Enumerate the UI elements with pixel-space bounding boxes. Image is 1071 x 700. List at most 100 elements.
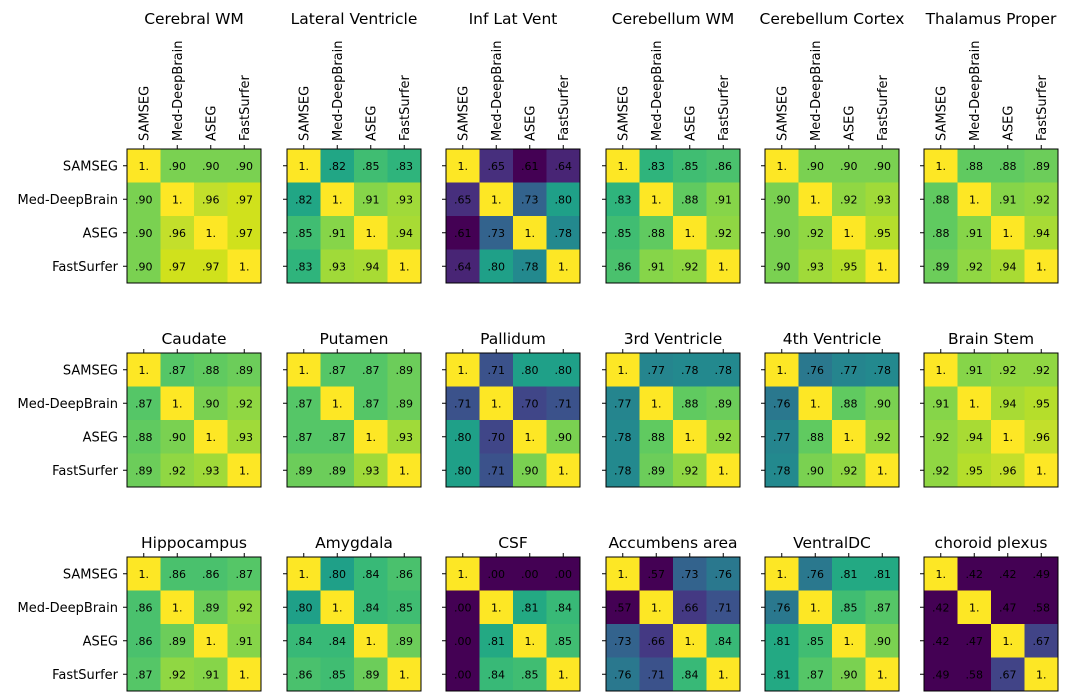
cell-value-label: 1. <box>936 364 947 377</box>
cell-value-label: 1. <box>810 397 821 410</box>
heatmap-cell <box>606 453 640 488</box>
heatmap-cell <box>227 182 262 217</box>
heatmap-cell <box>673 657 707 692</box>
cell-value-label: .57 <box>648 568 666 581</box>
heatmap-cell <box>1024 216 1059 250</box>
cell-value-label: .86 <box>135 601 153 614</box>
y-tick-label: SAMSEG <box>63 567 118 582</box>
cell-value-label: .76 <box>715 568 733 581</box>
heatmap-cell <box>706 353 741 387</box>
heatmap-cell <box>798 249 833 284</box>
heatmap-cell <box>160 216 195 250</box>
y-tick-label: Med-DeepBrain <box>18 397 119 412</box>
x-tick-label: FastSurfer <box>876 74 891 141</box>
heatmap-cell <box>798 149 833 183</box>
heatmap-cell <box>546 590 581 625</box>
cell-value-label: .89 <box>396 364 414 377</box>
cell-value-label: 1. <box>299 568 310 581</box>
heatmap-cell <box>706 249 741 284</box>
panel-title: Accumbens area <box>608 534 737 552</box>
cell-value-label: .92 <box>966 260 984 273</box>
heatmap-cell <box>194 657 228 692</box>
cell-value-label: .92 <box>840 464 858 477</box>
heatmap-cell <box>160 453 195 488</box>
heatmap-cell <box>639 590 674 625</box>
heatmap-cell <box>387 149 422 183</box>
heatmap-cell <box>446 386 480 421</box>
cell-value-label: 1. <box>877 668 888 681</box>
cell-value-label: .89 <box>715 397 733 410</box>
cell-value-label: .96 <box>1033 431 1051 444</box>
cell-value-label: .94 <box>1033 227 1051 240</box>
cell-value-label: 1. <box>685 431 696 444</box>
cell-value-label: .64 <box>454 260 472 273</box>
heatmap-cell <box>513 182 547 217</box>
cell-value-label: .66 <box>648 635 666 648</box>
heatmap-cell <box>639 216 674 250</box>
heatmap-cell <box>546 557 581 591</box>
cell-value-label: .61 <box>454 227 472 240</box>
cell-value-label: .87 <box>236 568 254 581</box>
cell-value-label: .67 <box>1033 635 1051 648</box>
heatmap-panel: 1. .86 .86 .87 .86 1. .89 .92 .86 .89 1. .91 .87 .92.… <box>18 534 262 692</box>
heatmap-cell <box>865 420 900 454</box>
cell-value-label: .84 <box>681 668 699 681</box>
heatmap-panel: 1. .77 .78 .78 .77 1. .88 .89 .78 .88 1. .92 .78 .89.… <box>602 330 741 488</box>
y-tick-label: SAMSEG <box>63 363 118 378</box>
cell-value-label: .90 <box>555 431 573 444</box>
cell-value-label: .96 <box>169 227 187 240</box>
heatmap-cell <box>287 182 321 217</box>
heatmap-cell <box>1024 657 1059 692</box>
heatmap-cell <box>479 657 514 692</box>
panel-frame <box>923 352 1059 488</box>
heatmap-cell <box>446 149 480 183</box>
heatmap-cell <box>446 353 480 387</box>
heatmap-cell <box>832 624 866 658</box>
cell-value-label: .66 <box>681 601 699 614</box>
cell-value-label: .97 <box>236 193 254 206</box>
heatmap-cell <box>991 453 1025 488</box>
heatmap-cell <box>924 590 958 625</box>
cell-value-label: .89 <box>135 464 153 477</box>
heatmap-cell <box>320 420 355 454</box>
cell-value-label: 1. <box>525 431 536 444</box>
cell-value-label: .86 <box>169 568 187 581</box>
cell-value-label: .90 <box>840 668 858 681</box>
cell-value-label: .80 <box>555 193 573 206</box>
cell-value-label: .42 <box>932 635 950 648</box>
cell-value-label: .87 <box>874 601 892 614</box>
cell-value-label: .93 <box>202 464 220 477</box>
cell-value-label: .49 <box>932 668 950 681</box>
heatmap-cell <box>513 657 547 692</box>
heatmap-cell <box>513 590 547 625</box>
heatmap-cell <box>673 353 707 387</box>
heatmap-cell <box>354 353 388 387</box>
heatmap-cell <box>320 557 355 591</box>
cell-value-label: .73 <box>521 193 539 206</box>
heatmap-cell <box>287 353 321 387</box>
heatmap-cell <box>387 249 422 284</box>
cell-value-label: 1. <box>491 601 502 614</box>
panel-title: Putamen <box>320 330 389 348</box>
heatmap-cell <box>227 386 262 421</box>
cell-value-label: .00 <box>454 635 472 648</box>
heatmap-cell <box>832 557 866 591</box>
heatmap-cell <box>160 353 195 387</box>
x-tick-label: Med-DeepBrain <box>171 41 186 142</box>
heatmap-cell <box>673 420 707 454</box>
heatmap-cell <box>865 624 900 658</box>
x-tick-label: SAMSEG <box>297 86 312 141</box>
heatmap-cell <box>227 590 262 625</box>
cell-value-label: .89 <box>295 464 313 477</box>
cell-value-label: .84 <box>295 635 313 648</box>
heatmap-panel: 1. .76 .81 .81 .76 1. .85 .87 .81 .85 1. .90 .81 .87.… <box>761 534 900 692</box>
heatmap-cell <box>865 182 900 217</box>
heatmap-cell <box>546 453 581 488</box>
heatmap-cell <box>639 182 674 217</box>
cell-value-label: .90 <box>840 160 858 173</box>
heatmap-cell <box>606 557 640 591</box>
heatmap-cell <box>194 557 228 591</box>
heatmap-cell <box>706 386 741 421</box>
heatmap-cell <box>446 249 480 284</box>
heatmap-cell <box>194 182 228 217</box>
